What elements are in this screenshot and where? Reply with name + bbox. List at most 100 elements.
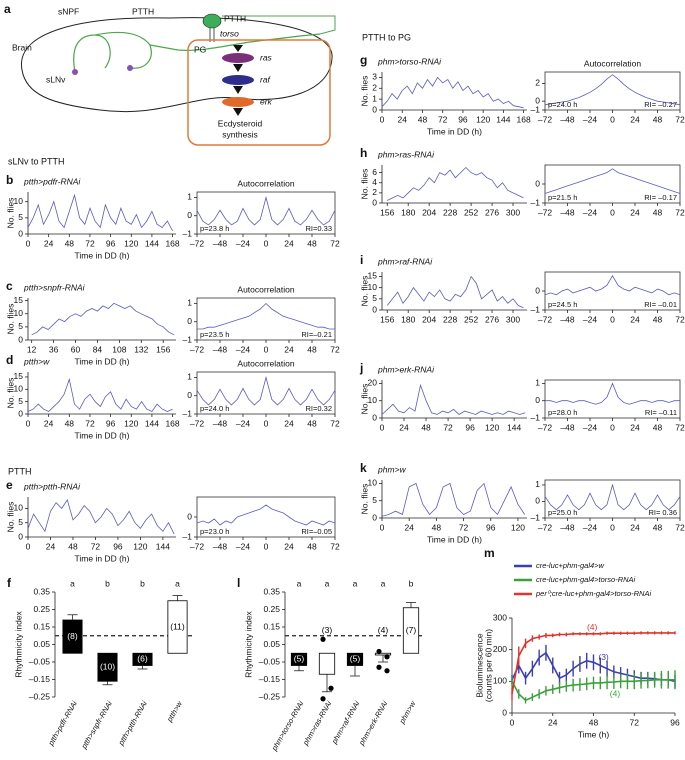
y-tick-label: 10: [368, 395, 378, 405]
y-tick-label: 1: [535, 479, 540, 489]
n-label: (3): [322, 625, 333, 635]
annotation: RI= –0.11: [645, 408, 677, 417]
x-tick-label: 276: [485, 207, 499, 217]
data-line: [197, 302, 335, 330]
x-axis-label: Time in DD (h): [427, 126, 482, 136]
significance-letter: a: [297, 578, 302, 588]
x-tick-label: –48: [213, 418, 227, 428]
y-tick-label: –0.05: [29, 656, 51, 666]
annotation: p=23.0 h: [200, 527, 229, 536]
x-tick-label: 0: [380, 522, 385, 532]
y-axis-label: No. flies: [359, 276, 369, 307]
x-tick-label: –48: [560, 114, 574, 124]
y-tick-label: –1: [183, 334, 193, 344]
x-tick-label: 0: [264, 344, 269, 354]
y-tick-label: 4: [372, 177, 377, 187]
y-tick-label: 0.05: [33, 639, 50, 649]
data-line: [381, 76, 524, 109]
x-tick-label: 180: [401, 207, 415, 217]
y-tick-label: 0.05: [263, 639, 280, 649]
y-axis-label: No. flies: [359, 169, 369, 200]
y-tick-label: –1: [183, 408, 193, 418]
data-line: [544, 483, 681, 511]
panel-label: d: [6, 353, 13, 367]
x-tick-label: 0: [610, 422, 615, 432]
x-tick-label: 24: [284, 418, 294, 428]
label: Brain: [12, 42, 32, 52]
x-tick-label: –24: [236, 418, 250, 428]
section-heading: PTTH to PG: [362, 32, 411, 42]
x-tick-label: 72: [330, 418, 340, 428]
panel-label: g: [360, 53, 367, 67]
panel-label: e: [6, 478, 13, 492]
x-tick-label: 144: [496, 114, 510, 124]
x-tick-label: 24: [399, 422, 409, 432]
x-tick-label: 228: [443, 207, 457, 217]
subtitle: ptth>pdfr-RNAi: [23, 176, 81, 186]
y-tick-label: –0.15: [29, 674, 51, 684]
x-tick-label: –72: [190, 344, 204, 354]
x-tick-label: 300: [506, 207, 520, 217]
x-tick-label: 24: [630, 522, 640, 532]
y-axis-label: No. flies: [359, 76, 369, 107]
neurons: [73, 31, 321, 73]
section-heading: sLNv to PTTH: [8, 156, 65, 166]
annotation: RI= –0.01: [644, 300, 677, 309]
x-tick-label: –48: [213, 541, 227, 551]
y-tick-label: –1: [531, 304, 541, 314]
x-tick-label: 24: [630, 207, 640, 217]
x-tick-label: 48: [68, 541, 78, 551]
x-tick-label: –48: [560, 207, 574, 217]
y-axis-label: No. flies: [5, 304, 15, 335]
x-tick-label: 72: [675, 207, 685, 217]
subtitle: ptth>snpfr-RNAi: [23, 282, 86, 292]
raf-node: [222, 75, 254, 85]
y-tick-label: 5: [18, 321, 23, 331]
x-tick-label: 96: [465, 422, 475, 432]
y-tick-label: 0: [535, 285, 540, 295]
n-label: (3): [598, 652, 609, 662]
n-label: (4): [610, 688, 621, 698]
x-tick-label: 108: [112, 344, 126, 354]
arrows: [233, 45, 243, 116]
y-tick-label: 0.15: [33, 621, 50, 631]
y-tick-label: 2: [372, 83, 377, 93]
x-tick-label: 72: [330, 541, 340, 551]
label: sLNv: [46, 74, 66, 84]
x-tick-label: 72: [330, 344, 340, 354]
x-tick-label: 72: [675, 314, 685, 324]
x-tick-label: 48: [418, 114, 428, 124]
x-tick-label: 0: [610, 207, 615, 217]
x-tick-label: –24: [583, 114, 597, 124]
panel-label: j: [359, 361, 363, 375]
x-tick-label: 24: [46, 541, 56, 551]
n-label: (7): [406, 625, 417, 635]
y-tick-label: 0.25: [263, 604, 280, 614]
x-axis-label: Time in DD (h): [427, 534, 482, 544]
x-tick-label: –48: [213, 238, 227, 248]
x-tick-label: 0: [26, 238, 31, 248]
x-tick-label: 0: [380, 422, 385, 432]
x-tick-label: 0: [26, 418, 31, 428]
y-tick-label: 5: [18, 517, 23, 527]
data-line: [196, 195, 336, 226]
x-tick-label: –72: [190, 541, 204, 551]
data-line: [27, 193, 173, 231]
x-tick-label: 24: [397, 114, 407, 124]
x-tick-label: 180: [401, 314, 415, 324]
x-tick-label: ptth>pdfr-RNAi: [46, 699, 79, 748]
x-tick-label: 120: [476, 114, 490, 124]
annotation: p=24.0 h: [548, 100, 577, 109]
y-axis-label: No. flies: [359, 484, 369, 515]
y-tick-label: 1: [187, 192, 192, 202]
x-tick-label: –72: [538, 314, 552, 324]
y-tick-label: 10: [14, 384, 24, 394]
y-tick-label: 0: [18, 334, 23, 344]
y-tick-label: 15: [14, 295, 24, 305]
x-tick-label: 24: [630, 314, 640, 324]
y-axis-label: Rhythmicity index: [243, 610, 253, 677]
y-tick-label: –0.25: [29, 691, 51, 701]
subtitle: ptth>ptth-RNAi: [23, 481, 81, 491]
ptth-soma: [127, 65, 133, 71]
annotation: RI=0.32: [306, 404, 332, 413]
